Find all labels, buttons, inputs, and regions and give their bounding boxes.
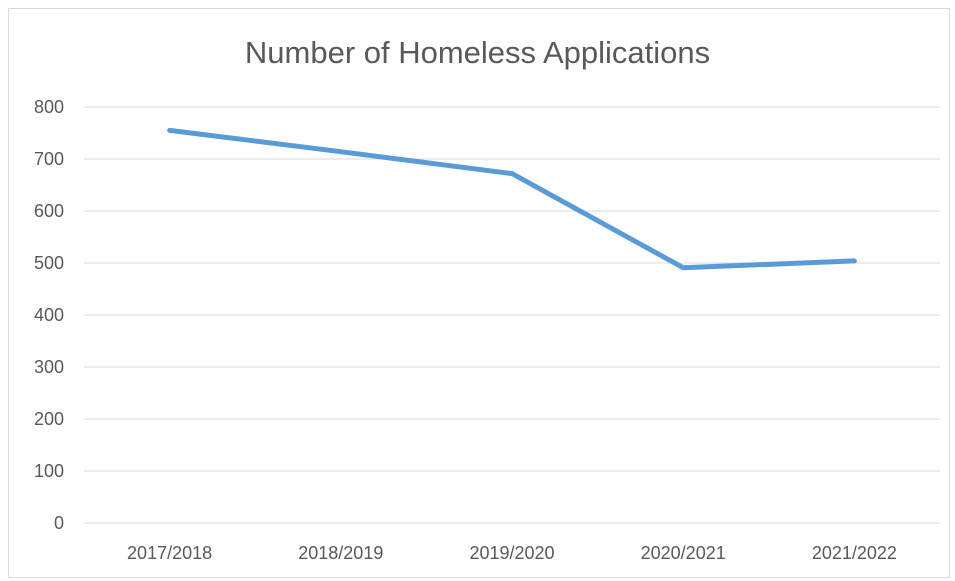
chart-title: Number of Homeless Applications — [244, 35, 711, 70]
x-axis-labels: 2017/2018 2018/2019 2019/2020 2020/2021 2021… — [127, 543, 897, 563]
series-lines — [167, 127, 857, 271]
y-tick-label: 600 — [34, 201, 64, 221]
y-tick-label: 0 — [54, 513, 64, 533]
y-tick-label: 500 — [34, 253, 64, 273]
x-tick-label: 2017/2018 — [127, 543, 212, 563]
gridlines — [84, 106, 940, 524]
x-tick-label: 2021/2022 — [812, 543, 897, 563]
y-tick-label: 200 — [34, 409, 64, 429]
series-line — [167, 127, 857, 271]
y-tick-label: 400 — [34, 305, 64, 325]
chart-frame — [8, 8, 950, 578]
y-tick-label: 100 — [34, 461, 64, 481]
x-tick-label: 2019/2020 — [469, 543, 554, 563]
y-tick-label: 700 — [34, 149, 64, 169]
y-axis-labels: 0 100 200 300 400 500 600 700 800 — [34, 97, 64, 533]
y-tick-label: 300 — [34, 357, 64, 377]
x-tick-label: 2018/2019 — [298, 543, 383, 563]
y-tick-label: 800 — [34, 97, 64, 117]
x-tick-label: 2020/2021 — [641, 543, 726, 563]
